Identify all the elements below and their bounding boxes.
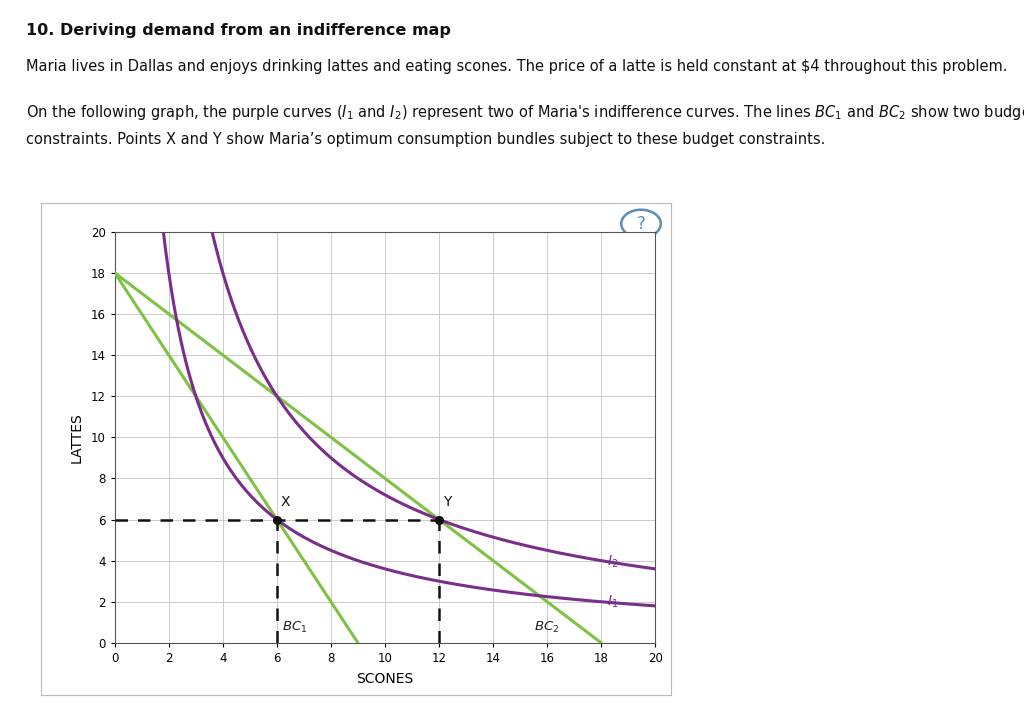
Text: Maria lives in Dallas and enjoys drinking lattes and eating scones. The price of: Maria lives in Dallas and enjoys drinkin… [26, 59, 1007, 75]
Y-axis label: LATTES: LATTES [70, 412, 84, 463]
Text: 10. Deriving demand from an indifference map: 10. Deriving demand from an indifference… [26, 23, 451, 38]
Text: $BC_2$: $BC_2$ [534, 620, 559, 635]
X-axis label: SCONES: SCONES [356, 672, 414, 686]
Text: $BC_1$: $BC_1$ [283, 620, 307, 635]
Text: constraints. Points X and Y show Maria’s optimum consumption bundles subject to : constraints. Points X and Y show Maria’s… [26, 132, 825, 147]
Text: $I_1$: $I_1$ [606, 594, 618, 610]
Text: $I_2$: $I_2$ [606, 553, 618, 570]
Text: On the following graph, the purple curves ($\mathit{I}_1$ and $\mathit{I}_2$) re: On the following graph, the purple curve… [26, 103, 1024, 122]
Text: Y: Y [443, 495, 452, 509]
Text: X: X [281, 495, 291, 509]
Text: ?: ? [637, 215, 645, 232]
